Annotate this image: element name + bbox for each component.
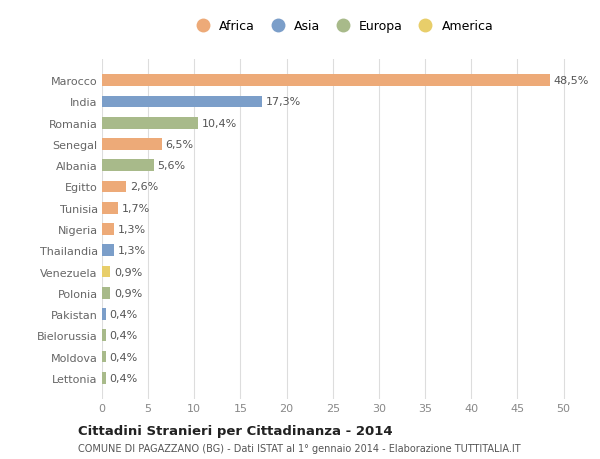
Text: 10,4%: 10,4% (202, 118, 237, 129)
Text: 0,4%: 0,4% (109, 330, 137, 341)
Text: 48,5%: 48,5% (553, 76, 589, 86)
Text: 1,7%: 1,7% (121, 203, 149, 213)
Bar (102, 160, 154, 172)
Bar (102, 75, 550, 87)
Bar (102, 181, 126, 193)
Text: 0,4%: 0,4% (109, 373, 137, 383)
Bar (102, 287, 110, 299)
Text: 0,9%: 0,9% (114, 288, 142, 298)
Text: 0,4%: 0,4% (109, 309, 137, 319)
Bar (102, 118, 198, 129)
Text: 5,6%: 5,6% (157, 161, 185, 171)
Bar (102, 96, 262, 108)
Bar (102, 224, 114, 235)
Bar (102, 372, 106, 384)
Text: 0,9%: 0,9% (114, 267, 142, 277)
Text: 0,4%: 0,4% (109, 352, 137, 362)
Text: 17,3%: 17,3% (265, 97, 301, 107)
Text: 1,3%: 1,3% (118, 224, 146, 235)
Bar (102, 245, 114, 257)
Bar (102, 330, 106, 341)
Text: Cittadini Stranieri per Cittadinanza - 2014: Cittadini Stranieri per Cittadinanza - 2… (78, 424, 392, 437)
Text: 6,5%: 6,5% (166, 140, 194, 150)
Bar (102, 308, 106, 320)
Text: 1,3%: 1,3% (118, 246, 146, 256)
Bar (102, 351, 106, 363)
Text: 2,6%: 2,6% (130, 182, 158, 192)
Text: COMUNE DI PAGAZZANO (BG) - Dati ISTAT al 1° gennaio 2014 - Elaborazione TUTTITAL: COMUNE DI PAGAZZANO (BG) - Dati ISTAT al… (78, 443, 521, 453)
Bar (102, 139, 162, 151)
Bar (102, 202, 118, 214)
Bar (102, 266, 110, 278)
Legend: Africa, Asia, Europa, America: Africa, Asia, Europa, America (185, 15, 499, 38)
